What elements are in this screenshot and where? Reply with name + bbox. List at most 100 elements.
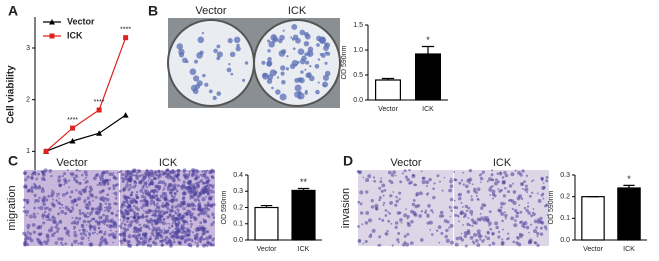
cell	[75, 180, 78, 184]
legend-label: ICK	[67, 30, 83, 40]
cell	[64, 242, 68, 246]
cell	[34, 174, 37, 176]
cell	[77, 198, 80, 201]
cell	[50, 191, 55, 196]
cell	[357, 239, 362, 243]
cell	[207, 201, 210, 204]
cell	[86, 207, 89, 210]
cell	[154, 221, 159, 226]
cell	[503, 171, 507, 175]
cell	[384, 232, 387, 235]
panel-label: C	[8, 153, 18, 169]
error-bar	[260, 204, 273, 208]
cell	[168, 213, 172, 218]
cell	[119, 209, 123, 213]
cell	[510, 216, 515, 221]
cell	[85, 224, 88, 226]
cell	[381, 218, 385, 222]
cell	[54, 225, 58, 229]
colony	[323, 45, 329, 51]
cell	[508, 184, 513, 188]
cell	[458, 236, 463, 240]
cell	[382, 194, 385, 197]
cell	[210, 222, 214, 227]
cell	[43, 206, 48, 211]
cell	[159, 232, 163, 236]
cell	[50, 233, 55, 238]
cell	[163, 218, 166, 221]
cell	[399, 218, 403, 222]
cell	[504, 173, 509, 178]
cell	[406, 214, 410, 219]
cell	[83, 215, 87, 218]
cell	[47, 217, 52, 221]
cell	[104, 214, 109, 219]
cell	[421, 179, 426, 185]
cell	[166, 210, 169, 213]
cell	[23, 242, 27, 247]
cell	[75, 189, 78, 192]
cell	[23, 171, 28, 175]
cell	[199, 221, 203, 225]
cell	[175, 234, 180, 239]
cell	[520, 182, 525, 187]
cell	[182, 196, 186, 200]
cell	[503, 202, 506, 205]
cell	[396, 238, 400, 242]
cell	[108, 226, 111, 229]
cell	[489, 227, 493, 231]
cell	[488, 221, 492, 226]
cell	[166, 187, 171, 192]
cell	[96, 221, 101, 226]
colony	[296, 61, 300, 64]
cell	[22, 210, 26, 213]
cell	[463, 234, 468, 239]
cell	[138, 180, 143, 185]
cell	[533, 241, 537, 244]
cell	[462, 171, 465, 174]
cell	[169, 199, 174, 203]
cell	[497, 230, 501, 234]
cell	[535, 226, 538, 229]
cell	[174, 211, 178, 215]
y-tick-label: 0.4	[233, 172, 243, 179]
cell	[502, 194, 507, 198]
cell	[111, 173, 114, 176]
cell	[206, 244, 209, 248]
cell	[183, 212, 185, 215]
cell	[47, 228, 53, 233]
cell	[119, 170, 123, 173]
cell	[47, 212, 51, 216]
cell	[438, 180, 441, 183]
cell	[359, 211, 364, 215]
cell	[135, 229, 140, 234]
cell	[449, 179, 453, 184]
colony	[182, 57, 188, 64]
legend-label: Vector	[67, 16, 95, 26]
cell	[171, 195, 174, 198]
cell	[86, 212, 89, 215]
cell	[458, 181, 462, 185]
cell	[52, 219, 57, 224]
cell	[43, 210, 47, 214]
cell	[110, 218, 114, 223]
cell	[73, 222, 76, 225]
colony	[228, 63, 231, 66]
cell	[542, 182, 545, 184]
cell	[368, 234, 373, 239]
cell	[470, 195, 473, 198]
cell	[120, 241, 124, 245]
colony	[272, 37, 276, 41]
image-label: Vector	[195, 5, 227, 17]
cell	[203, 210, 208, 215]
cell	[203, 203, 207, 207]
colony	[317, 81, 320, 84]
colony	[262, 72, 268, 78]
cell	[33, 201, 36, 204]
cell	[212, 216, 216, 219]
cell	[519, 210, 523, 214]
cell	[126, 196, 130, 199]
cell	[144, 241, 147, 244]
cell	[59, 237, 64, 241]
cell	[530, 214, 534, 218]
